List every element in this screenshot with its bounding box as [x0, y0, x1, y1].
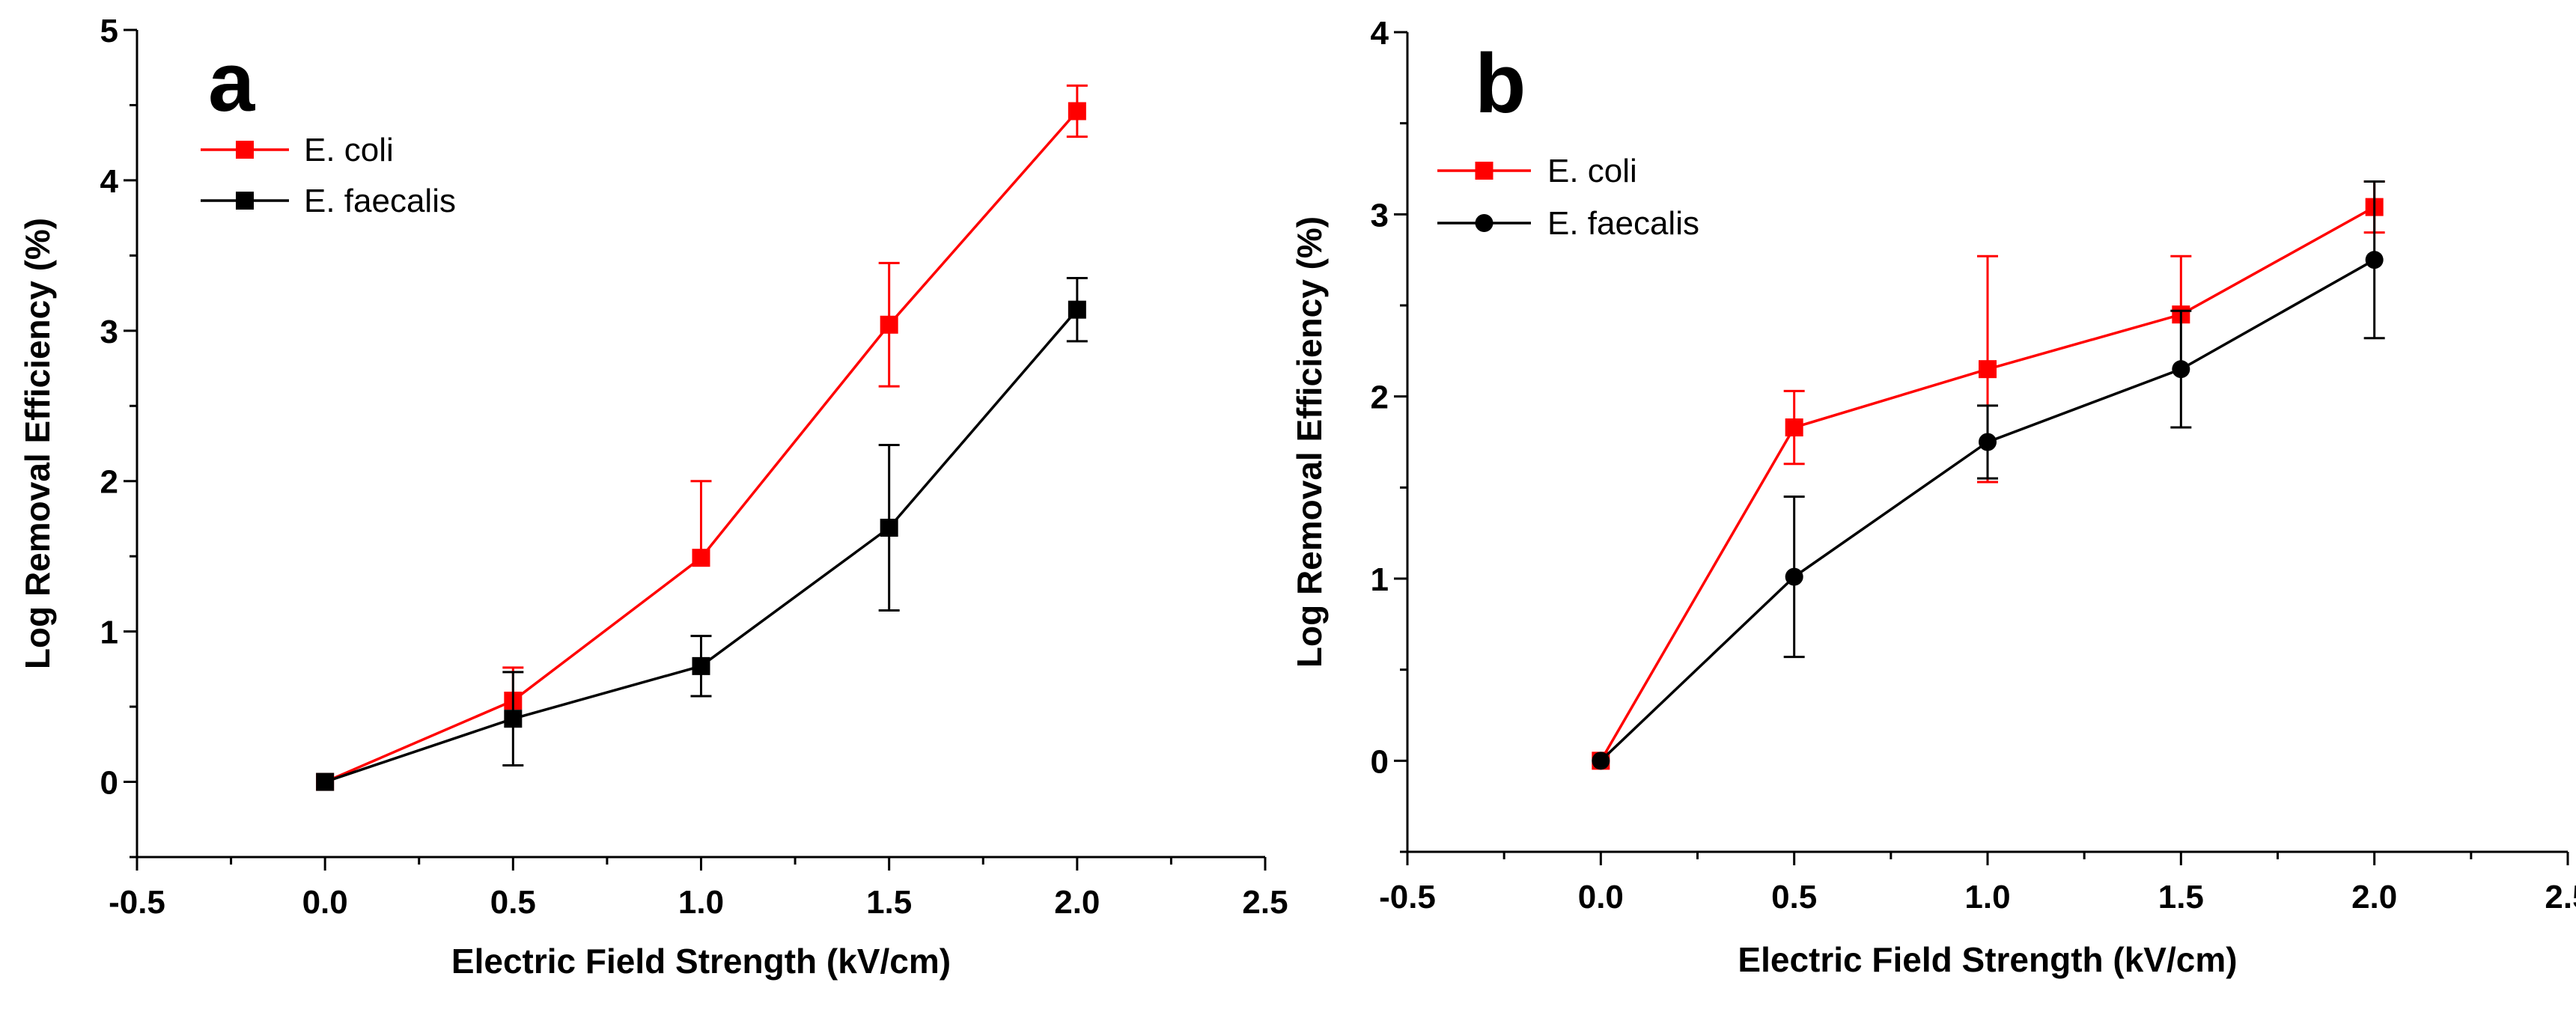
- panel-letter: b: [1475, 37, 1526, 130]
- data-point: [692, 549, 710, 567]
- data-point: [504, 710, 523, 728]
- data-point: [2172, 360, 2190, 379]
- x-tick-label: 2.0: [1054, 884, 1100, 921]
- y-tick-label: 1: [1371, 561, 1389, 598]
- y-tick-label: 5: [100, 13, 118, 49]
- data-point: [1785, 418, 1803, 437]
- x-tick-label: 0.0: [1578, 879, 1624, 915]
- x-tick-label: 1.0: [1964, 879, 2010, 915]
- y-tick-label: 0: [100, 765, 118, 802]
- x-axis-title: Electric Field Strength (kV/cm): [451, 942, 951, 981]
- legend-label: E. faecalis: [1547, 205, 1699, 242]
- x-tick-label: 2.5: [2545, 879, 2576, 915]
- chart-panel-b: -0.5 0.0 0.5 1.0 1.5 2.0 2.5 0 1 2 3 4 Electric Fiel…: [1290, 15, 2576, 979]
- legend-label: E. coli: [304, 132, 394, 168]
- y-axis-title: Log Removal Efficiency (%): [18, 218, 57, 669]
- x-tick-label: -0.5: [109, 884, 165, 921]
- data-point: [1068, 102, 1086, 121]
- data-point: [1785, 567, 1803, 586]
- data-point: [880, 315, 898, 334]
- y-tick-label: 0: [1371, 743, 1389, 780]
- x-axis-title: Electric Field Strength (kV/cm): [1738, 940, 2237, 979]
- x-tick-label: 2.5: [1242, 884, 1288, 921]
- y-axis-title: Log Removal Efficiency (%): [1290, 216, 1329, 668]
- y-tick-label: 3: [100, 314, 118, 350]
- data-point: [2365, 251, 2384, 269]
- data-point: [1979, 360, 1997, 379]
- x-tick-label: 0.5: [1771, 879, 1817, 915]
- x-tick-label: 2.0: [2351, 879, 2397, 915]
- data-point: [1068, 300, 1086, 319]
- x-tick-label: 0.0: [302, 884, 348, 921]
- legend-marker: [1475, 214, 1493, 232]
- legend-marker: [236, 192, 254, 210]
- legend-label: E. faecalis: [304, 183, 456, 219]
- x-tick-label: -0.5: [1379, 879, 1436, 915]
- x-tick-label: 1.5: [866, 884, 912, 921]
- y-tick-label: 4: [100, 163, 119, 200]
- x-tick-label: 1.5: [2158, 879, 2204, 915]
- y-tick-label: 2: [100, 464, 118, 501]
- y-tick-label: 1: [100, 615, 118, 651]
- panel-letter: a: [208, 35, 255, 129]
- legend-marker: [1475, 162, 1493, 180]
- data-point: [692, 656, 710, 675]
- y-tick-label: 2: [1371, 380, 1389, 416]
- data-point: [1979, 433, 1997, 451]
- y-tick-label: 4: [1371, 15, 1389, 52]
- x-tick-label: 0.5: [490, 884, 536, 921]
- data-point: [880, 519, 898, 537]
- x-tick-label: 1.0: [678, 884, 724, 921]
- legend-marker: [236, 141, 254, 159]
- legend-label: E. coli: [1547, 153, 1637, 189]
- data-point: [1592, 752, 1610, 770]
- chart-panel-a: -0.5 0.0 0.5 1.0 1.5 2.0 2.5 0 1 2 3 4 5 Electric Fie…: [18, 13, 1288, 981]
- y-tick-label: 3: [1371, 197, 1389, 234]
- data-point: [316, 772, 335, 791]
